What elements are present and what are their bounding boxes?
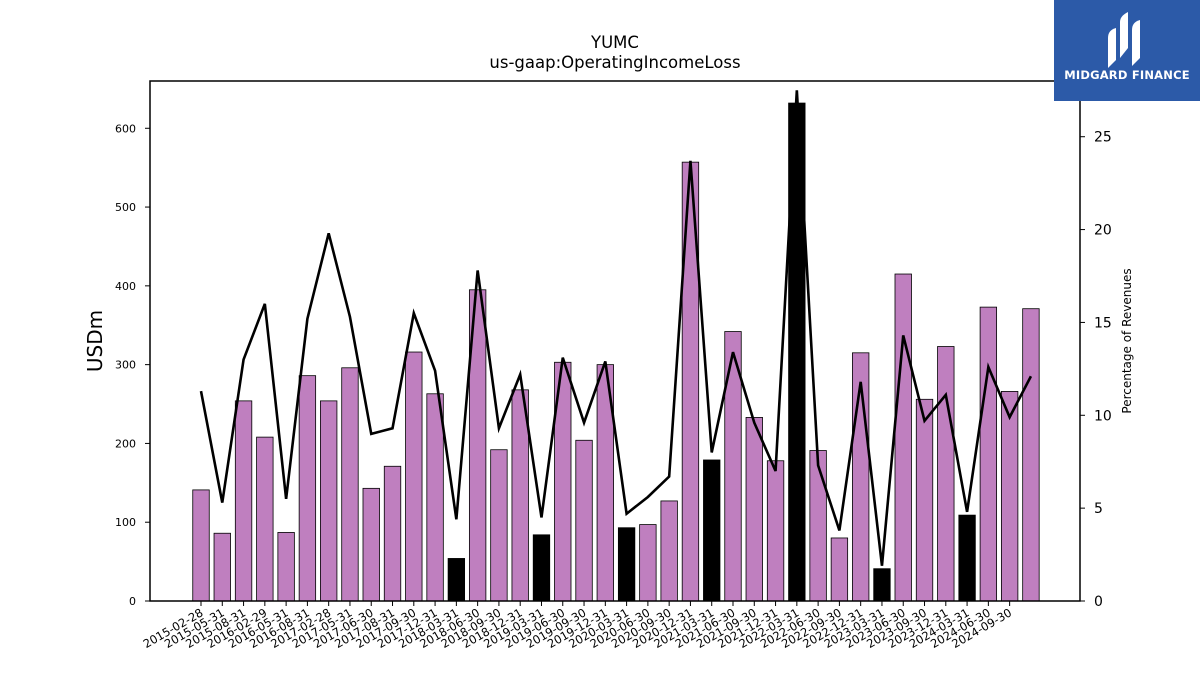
bar-26 <box>745 417 763 602</box>
y-tick-label-0: 0 <box>129 595 136 608</box>
y-tick-label-300: 300 <box>115 359 136 372</box>
bar-24 <box>703 459 721 602</box>
percentage-line-series <box>199 90 1033 566</box>
bar-0 <box>192 489 210 602</box>
bar-29 <box>809 450 827 602</box>
bar-7 <box>341 367 359 602</box>
bar-9 <box>383 465 402 602</box>
y-tick-label-400: 400 <box>115 280 136 293</box>
bar-33 <box>894 273 912 602</box>
bar-8 <box>362 487 380 602</box>
y-tick-label-200: 200 <box>115 437 136 450</box>
bar-22 <box>660 500 678 602</box>
bar-27 <box>766 460 785 602</box>
logo-text: MIDGARD FINANCE <box>1064 68 1190 82</box>
bar-14 <box>490 449 508 602</box>
bar-35 <box>937 346 955 602</box>
bar-2 <box>234 400 253 602</box>
midgard-finance-logo: MIDGARD FINANCE <box>1054 0 1200 101</box>
y2-tick-label-20: 20 <box>1094 223 1112 239</box>
bar-3 <box>256 436 274 602</box>
y2-tick-label-15: 15 <box>1094 315 1112 331</box>
bar-39 <box>1022 308 1040 602</box>
bar-36 <box>958 514 976 602</box>
bar-20 <box>617 527 636 602</box>
y2-tick-label-5: 5 <box>1094 501 1103 517</box>
bar-10 <box>405 351 423 602</box>
midgard-logo-icon <box>1108 12 1140 68</box>
chart-subtitle: us-gaap:OperatingIncomeLoss <box>489 53 740 72</box>
x-axis: 2015-02-282015-05-312015-08-312016-02-29… <box>141 601 1014 651</box>
bar-16 <box>532 534 551 602</box>
bar-38 <box>1000 391 1019 602</box>
y2-axis-label: Percentage of Revenues <box>1120 268 1134 413</box>
bar-1 <box>213 532 231 602</box>
y2-tick-label-25: 25 <box>1094 130 1112 146</box>
plot-frame <box>149 80 1081 602</box>
y-axis-label: USDm <box>83 310 107 372</box>
y-tick-label-600: 600 <box>115 122 136 135</box>
bar-5 <box>298 375 317 602</box>
bar-32 <box>873 568 891 602</box>
y2-tick-label-0: 0 <box>1094 594 1103 610</box>
bar-30 <box>830 537 849 602</box>
y2-axis: 0 5 10 15 20 25 <box>1080 130 1112 610</box>
bar-37 <box>979 306 998 602</box>
bar-18 <box>575 439 593 602</box>
bar-34 <box>915 398 934 602</box>
bar-6 <box>320 400 338 602</box>
y-tick-label-500: 500 <box>115 201 136 214</box>
bar-12 <box>447 558 466 602</box>
y-tick-label-100: 100 <box>115 516 136 529</box>
bar-series <box>192 102 1040 602</box>
y-axis: 0 100 200 300 400 500 600 <box>115 122 150 608</box>
bar-21 <box>639 524 657 602</box>
bar-11 <box>426 393 444 602</box>
y2-tick-label-10: 10 <box>1094 408 1112 424</box>
chart-title: YUMC <box>590 33 639 52</box>
bar-4 <box>277 532 295 602</box>
percentage-line <box>199 90 1033 566</box>
